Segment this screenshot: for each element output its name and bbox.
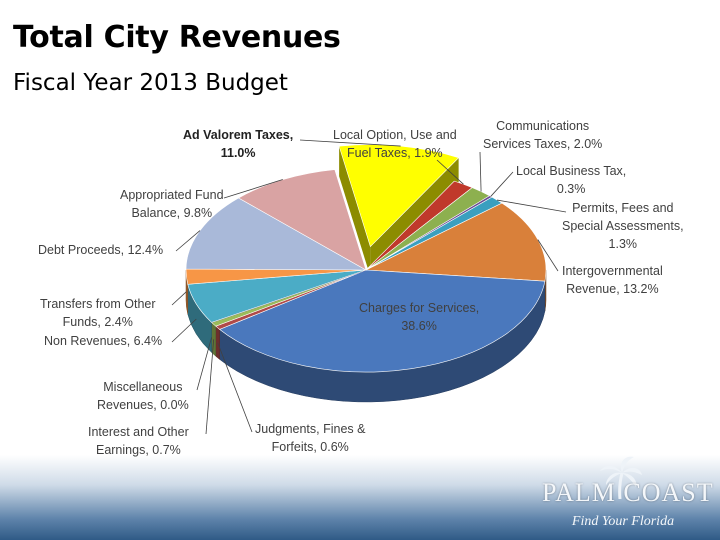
pie-wall-ad_valorem-0 xyxy=(339,146,371,277)
data-label-miscellaneous: Miscellaneous Revenues, 0.0% xyxy=(97,380,189,412)
leader-line-communications xyxy=(479,151,482,192)
leader-line-ad_valorem xyxy=(299,139,401,147)
data-label-intergovernmental: Intergovernmental Revenue, 13.2% xyxy=(562,264,663,296)
pie-side-interest xyxy=(211,321,217,357)
data-label-ad-valorem: Ad Valorem Taxes, 11.0% xyxy=(183,128,294,160)
data-label-local-option: Local Option, Use and Fuel Taxes, 1.9% xyxy=(333,128,457,160)
leader-line-interest xyxy=(205,339,215,435)
data-label-transfers: Transfers from Other Funds, 2.4% xyxy=(40,297,156,329)
leader-line-transfers xyxy=(171,291,187,306)
data-label-non-revenues: Non Revenues, 6.4% xyxy=(44,334,163,348)
leader-lines xyxy=(171,139,567,435)
pie-top-layer xyxy=(185,144,547,373)
leader-line-debt_proceeds xyxy=(175,230,201,252)
leader-line-non_revenues xyxy=(171,318,197,343)
data-label-debt-proceeds: Debt Proceeds, 12.4% xyxy=(38,243,164,257)
leader-line-judgments xyxy=(217,342,253,433)
palm-tree-icon xyxy=(600,456,642,499)
data-label-local-business: Local Business Tax, 0.3% xyxy=(516,164,627,196)
data-label-judgments: Judgments, Fines & Forfeits, 0.6% xyxy=(255,422,366,454)
data-label-permits: Permits, Fees and Special Assessments, 1… xyxy=(562,201,684,251)
leader-line-local_option xyxy=(436,159,464,185)
logo-tagline: Find Your Florida xyxy=(571,514,675,529)
pie-slice-debt_proceeds xyxy=(185,197,368,271)
pie-side-judgments xyxy=(215,325,220,360)
data-label-charges: Charges for Services, 38.6% xyxy=(359,301,480,333)
leader-line-appropriated xyxy=(223,179,283,199)
logo-name: PALM COAST xyxy=(542,478,714,507)
data-label-communications: Communications Services Taxes, 2.0% xyxy=(483,119,603,151)
slide-subtitle: Fiscal Year 2013 Budget xyxy=(13,70,288,96)
data-label-interest: Interest and Other Earnings, 0.7% xyxy=(88,425,189,457)
data-label-appropriated: Appropriated Fund Balance, 9.8% xyxy=(120,188,224,220)
leader-line-permits xyxy=(496,199,567,213)
leader-line-local_business xyxy=(490,171,514,197)
footer-band xyxy=(0,455,720,540)
pie-slice-charges xyxy=(219,269,546,373)
leader-line-intergovernmental xyxy=(537,239,559,272)
slide-title: Total City Revenues xyxy=(13,20,341,55)
leader-line-miscellaneous xyxy=(196,337,212,391)
